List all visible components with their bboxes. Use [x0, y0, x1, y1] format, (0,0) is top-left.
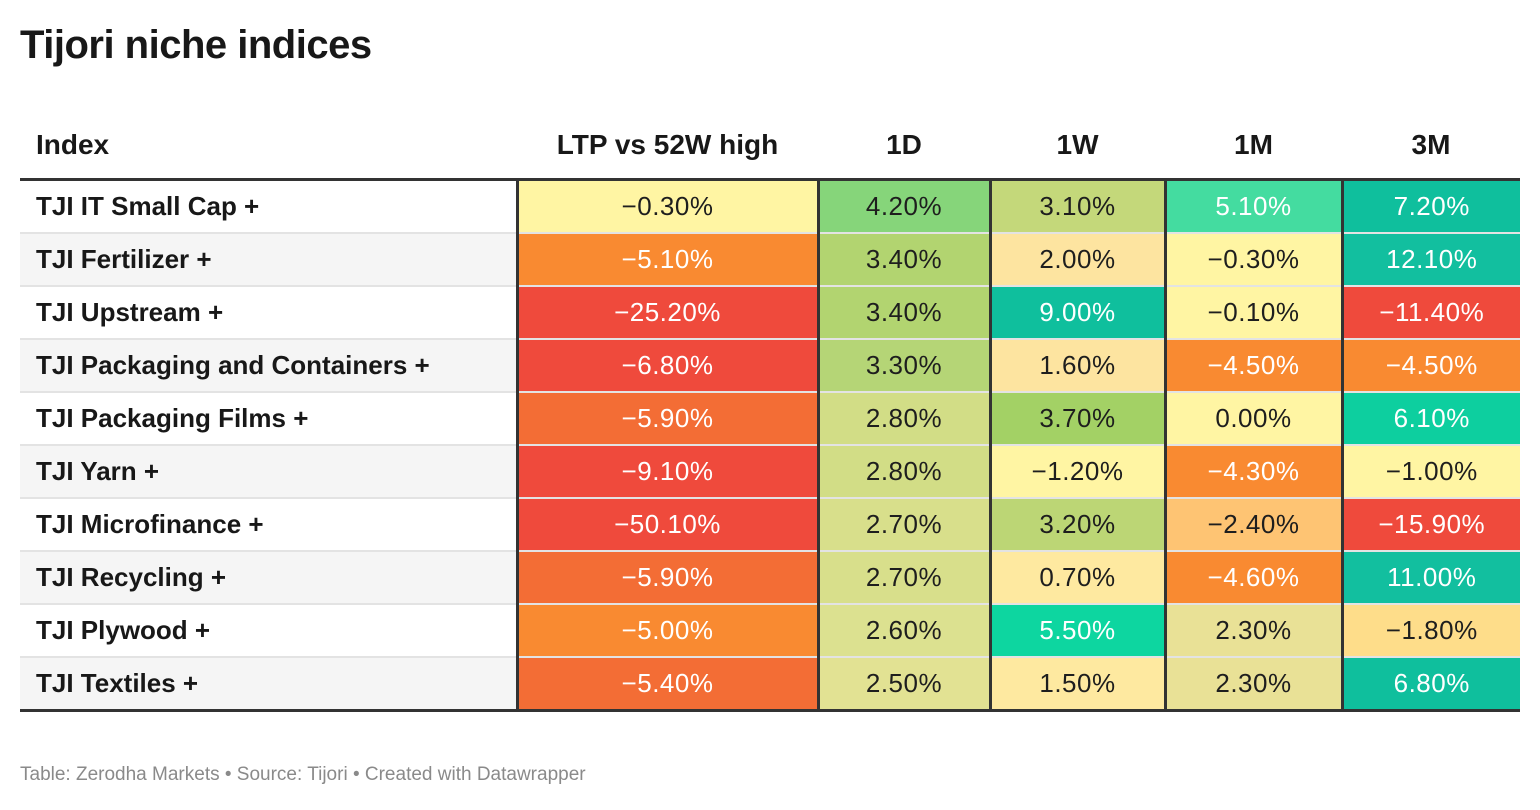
- value-cell: −4.30%: [1163, 445, 1342, 499]
- value-cell: 5.50%: [988, 604, 1165, 658]
- value-cell: −11.40%: [1340, 286, 1520, 340]
- value-cell: −25.20%: [515, 286, 818, 340]
- value-cell: 2.30%: [1163, 604, 1342, 658]
- value-cell: 5.10%: [1163, 179, 1342, 234]
- value-cell: 3.40%: [816, 286, 990, 340]
- value-cell: 11.00%: [1340, 551, 1520, 605]
- value-cell: 2.80%: [816, 445, 990, 499]
- value-cell: 4.20%: [816, 179, 990, 234]
- table-row: TJI IT Small Cap + −0.30% 4.20% 3.10% 5.10% 7…: [20, 179, 1520, 234]
- value-cell: −1.20%: [988, 445, 1165, 499]
- index-name-cell: TJI Textiles +: [20, 657, 517, 712]
- value-cell: 2.60%: [816, 604, 990, 658]
- value-cell: −1.00%: [1340, 445, 1520, 499]
- column-header-1d[interactable]: 1D: [818, 112, 990, 181]
- value-cell: −4.50%: [1163, 339, 1342, 393]
- value-cell: 3.70%: [988, 392, 1165, 446]
- index-name-cell: TJI Yarn +: [20, 445, 517, 499]
- value-cell: −0.30%: [1163, 233, 1342, 287]
- table-row: TJI Packaging Films + −5.90% 2.80% 3.70% 0.0…: [20, 392, 1520, 446]
- value-cell: −5.00%: [515, 604, 818, 658]
- heatmap-table: Index LTP vs 52W high 1D 1W 1M 3M TJI IT…: [20, 112, 1520, 712]
- value-cell: −0.30%: [515, 179, 818, 234]
- index-name-cell: TJI Fertilizer +: [20, 233, 517, 287]
- value-cell: 12.10%: [1340, 233, 1520, 287]
- table-body: TJI IT Small Cap + −0.30% 4.20% 3.10% 5.10% 7…: [20, 179, 1520, 712]
- column-header-index[interactable]: Index: [20, 112, 517, 181]
- column-header-3m[interactable]: 3M: [1342, 112, 1520, 181]
- value-cell: 3.40%: [816, 233, 990, 287]
- value-cell: 3.20%: [988, 498, 1165, 552]
- value-cell: −9.10%: [515, 445, 818, 499]
- value-cell: 2.50%: [816, 657, 990, 712]
- table-row: TJI Textiles + −5.40% 2.50% 1.50% 2.30% 6.80%: [20, 657, 1520, 712]
- value-cell: −5.10%: [515, 233, 818, 287]
- value-cell: −1.80%: [1340, 604, 1520, 658]
- index-name-cell: TJI Packaging Films +: [20, 392, 517, 446]
- value-cell: 7.20%: [1340, 179, 1520, 234]
- value-cell: 6.10%: [1340, 392, 1520, 446]
- table-row: TJI Fertilizer + −5.10% 3.40% 2.00% −0.30% 12…: [20, 233, 1520, 287]
- table-row: TJI Packaging and Containers + −6.80% 3.30…: [20, 339, 1520, 393]
- value-cell: 0.70%: [988, 551, 1165, 605]
- index-name-cell: TJI IT Small Cap +: [20, 179, 517, 234]
- table-row: TJI Plywood + −5.00% 2.60% 5.50% 2.30% −1.80%: [20, 604, 1520, 658]
- value-cell: 1.60%: [988, 339, 1165, 393]
- value-cell: 2.70%: [816, 551, 990, 605]
- value-cell: 3.30%: [816, 339, 990, 393]
- value-cell: −5.90%: [515, 551, 818, 605]
- value-cell: 1.50%: [988, 657, 1165, 712]
- header-row: Index LTP vs 52W high 1D 1W 1M 3M: [20, 112, 1520, 181]
- value-cell: −4.60%: [1163, 551, 1342, 605]
- value-cell: −4.50%: [1340, 339, 1520, 393]
- table-row: TJI Recycling + −5.90% 2.70% 0.70% −4.60% 11.…: [20, 551, 1520, 605]
- index-name-cell: TJI Plywood +: [20, 604, 517, 658]
- column-header-1w[interactable]: 1W: [990, 112, 1165, 181]
- value-cell: −50.10%: [515, 498, 818, 552]
- index-name-cell: TJI Packaging and Containers +: [20, 339, 517, 393]
- value-cell: 3.10%: [988, 179, 1165, 234]
- value-cell: 0.00%: [1163, 392, 1342, 446]
- table-row: TJI Upstream + −25.20% 3.40% 9.00% −0.10% −11…: [20, 286, 1520, 340]
- chart-title: Tijori niche indices: [20, 23, 372, 67]
- index-name-cell: TJI Microfinance +: [20, 498, 517, 552]
- value-cell: −5.90%: [515, 392, 818, 446]
- column-header-1m[interactable]: 1M: [1165, 112, 1342, 181]
- index-name-cell: TJI Upstream +: [20, 286, 517, 340]
- value-cell: −6.80%: [515, 339, 818, 393]
- value-cell: −15.90%: [1340, 498, 1520, 552]
- value-cell: −5.40%: [515, 657, 818, 712]
- table-row: TJI Yarn + −9.10% 2.80% −1.20% −4.30% −1.00%: [20, 445, 1520, 499]
- value-cell: 2.80%: [816, 392, 990, 446]
- column-header-ltp-vs-52w-high[interactable]: LTP vs 52W high: [517, 112, 818, 181]
- value-cell: −2.40%: [1163, 498, 1342, 552]
- value-cell: −0.10%: [1163, 286, 1342, 340]
- value-cell: 2.30%: [1163, 657, 1342, 712]
- value-cell: 6.80%: [1340, 657, 1520, 712]
- value-cell: 9.00%: [988, 286, 1165, 340]
- chart-footer: Table: Zerodha Markets • Source: Tijori …: [20, 764, 586, 785]
- table-row: TJI Microfinance + −50.10% 2.70% 3.20% −2.40…: [20, 498, 1520, 552]
- value-cell: 2.00%: [988, 233, 1165, 287]
- value-cell: 2.70%: [816, 498, 990, 552]
- index-name-cell: TJI Recycling +: [20, 551, 517, 605]
